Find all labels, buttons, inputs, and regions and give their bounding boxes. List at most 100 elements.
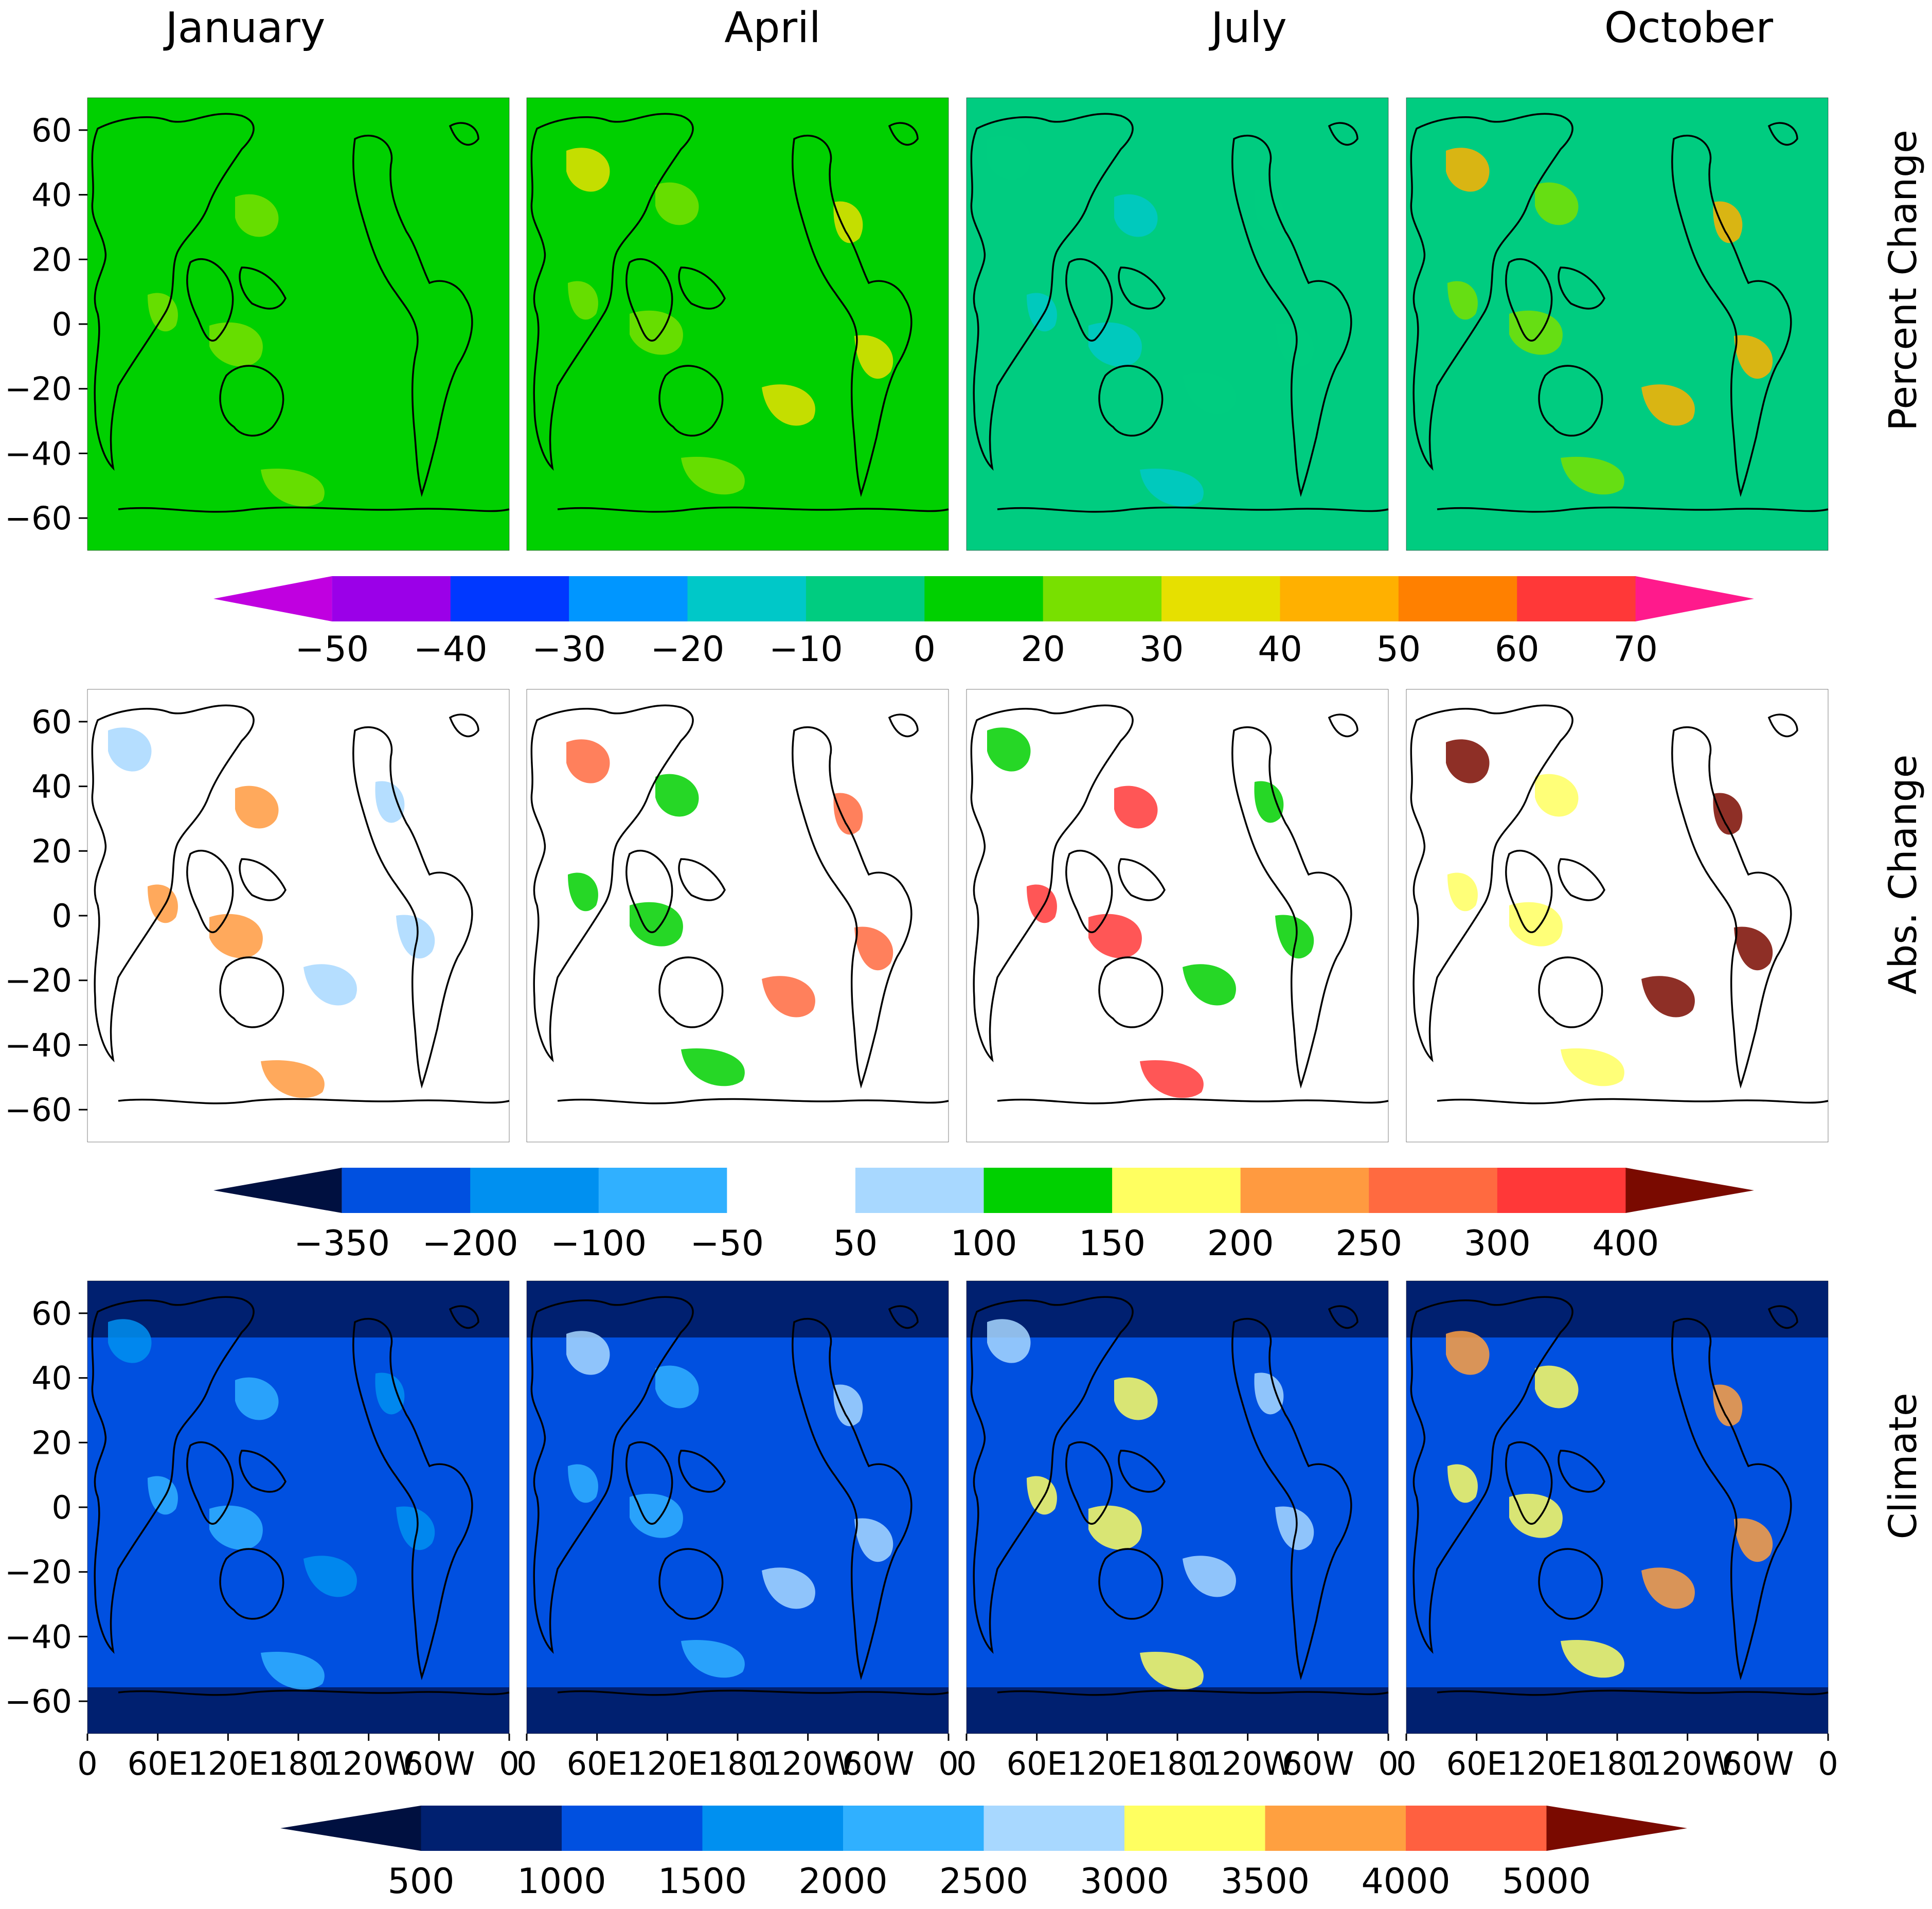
field-blob [566,1331,610,1375]
field-blob [630,902,683,947]
field-blob [833,793,863,835]
field-blob [1114,786,1158,829]
colorbar-segment [1112,1168,1241,1213]
colorbar-segment [450,576,569,621]
field-blob [1446,1331,1490,1375]
x-tick-label: 60W [403,1745,475,1782]
x-tick-label: 0 [1396,1745,1416,1782]
y-tick-label: −40 [5,1618,72,1655]
colorbar-label: −100 [550,1223,647,1264]
colorbar-segment [1265,1806,1406,1851]
colorbar-label: 100 [951,1223,1017,1264]
field-blob [209,1505,263,1550]
colorbar-high-extend [1635,576,1754,621]
map-band-south [967,1687,1388,1734]
field-blob [833,1384,863,1426]
colorbar-label: −20 [651,629,725,670]
field-blob [1114,194,1158,237]
x-tick-label: 180 [268,1745,329,1782]
y-tick-label: −60 [5,499,72,537]
y-tick-label: 0 [52,1489,72,1526]
field-blob [396,323,435,367]
colorbar-segment [1280,576,1399,621]
colorbar-label: 2500 [939,1861,1028,1902]
colorbar-segment [1043,576,1162,621]
x-tick-label: 120E [1507,1745,1588,1782]
field-blob [987,1319,1031,1363]
field-blob [1535,1365,1579,1408]
row-title-abs-change: Abs. Change [1881,755,1925,995]
colorbar-label: 150 [1079,1223,1146,1264]
colorbar-segment [1369,1168,1498,1213]
colorbar-segment [1398,576,1517,621]
field-blob [566,148,610,192]
field-blob [630,310,683,355]
map-panel-climate-july [966,1280,1389,1734]
field-blob [1447,1464,1478,1503]
colorbar-percent-change: −50 −40 −30 −20 −10 0 20 30 40 50 60 70 [213,576,1754,670]
field-blob [1446,148,1490,192]
map-band-north [967,1281,1388,1337]
y-tick-label: −60 [5,1683,72,1720]
column-title-january: January [163,4,326,52]
x-tick-label: 0 [516,1745,536,1782]
colorbar-label: 2000 [798,1861,887,1902]
field-blob [630,1493,683,1538]
colorbar-segment [421,1806,562,1851]
colorbar-label: 4000 [1361,1861,1450,1902]
y-tick-label: 60 [31,703,72,741]
y-tick-label: 0 [52,306,72,343]
field-blob [1275,323,1314,367]
field-blob [1713,201,1743,243]
y-tick-label: 20 [31,241,72,278]
x-tick-label: 120W [323,1745,415,1782]
field-blob [987,136,1031,180]
field-blob [1183,1556,1236,1597]
colorbar-segment [1124,1806,1265,1851]
colorbar-segment [1161,576,1280,621]
field-blob [987,727,1031,772]
field-blob [1509,1493,1563,1538]
field-blob [681,1048,745,1086]
field-blob [375,781,405,823]
x-tick-label: 120W [762,1745,854,1782]
field-blob [655,1365,699,1408]
colorbar-segment [843,1806,984,1851]
field-blob [681,457,745,495]
field-blob [1734,1518,1773,1562]
column-title-october: October [1604,4,1773,52]
map-panel-climate-april [526,1280,950,1734]
field-blob [261,469,325,507]
field-blob [1535,182,1579,225]
map-frame [966,97,1389,551]
field-blob [1088,914,1142,958]
field-blob [303,964,357,1006]
field-blob [209,322,263,367]
x-tick-label: 120E [188,1745,269,1782]
field-blob [261,1060,325,1098]
y-tick-label: 20 [31,1424,72,1461]
colorbar-segment [569,576,688,621]
colorbar-low-extend [280,1806,421,1851]
colorbars: −50 −40 −30 −20 −10 0 20 30 40 50 60 70−350 −200 −100… [213,576,1754,1902]
field-blob [1561,1048,1624,1086]
colorbar-segment [855,1168,984,1213]
colorbar-label: 400 [1593,1223,1659,1264]
map-band-north [87,1281,509,1337]
field-blob [568,1464,598,1503]
field-blob [1275,1506,1314,1550]
colorbar-segment [1406,1806,1547,1851]
row-title-percent-change: Percent Change [1881,130,1925,431]
field-blob [303,1556,357,1597]
y-tick-label: −40 [5,435,72,472]
colorbar-segment [470,1168,599,1213]
map-frame [526,689,949,1143]
colorbar-high-extend [1625,1168,1754,1213]
colorbar-segment [687,576,807,621]
colorbar-label: 30 [1139,629,1184,670]
map-panel-percent-change-january [87,97,510,551]
field-blob [1183,964,1236,1006]
field-blob [1561,1640,1624,1678]
field-blob [1509,310,1563,355]
